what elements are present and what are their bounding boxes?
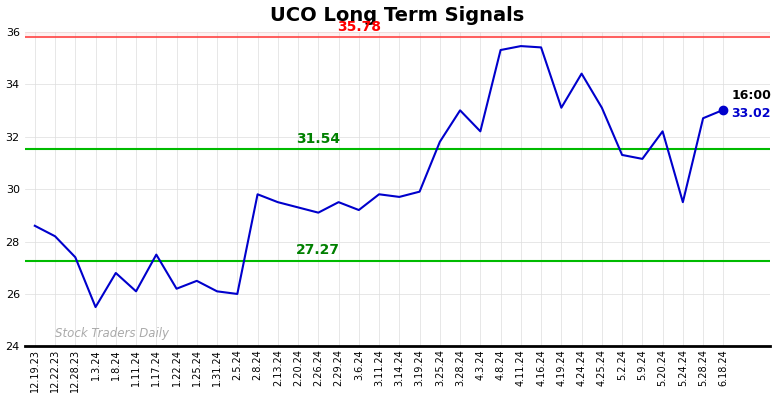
Text: 16:00: 16:00 xyxy=(731,89,771,102)
Text: 35.78: 35.78 xyxy=(337,20,381,34)
Text: 33.02: 33.02 xyxy=(731,107,771,120)
Text: 27.27: 27.27 xyxy=(296,244,340,258)
Text: Stock Traders Daily: Stock Traders Daily xyxy=(55,327,169,340)
Title: UCO Long Term Signals: UCO Long Term Signals xyxy=(270,6,524,25)
Text: 31.54: 31.54 xyxy=(296,131,340,146)
Bar xyxy=(24,32,770,37)
